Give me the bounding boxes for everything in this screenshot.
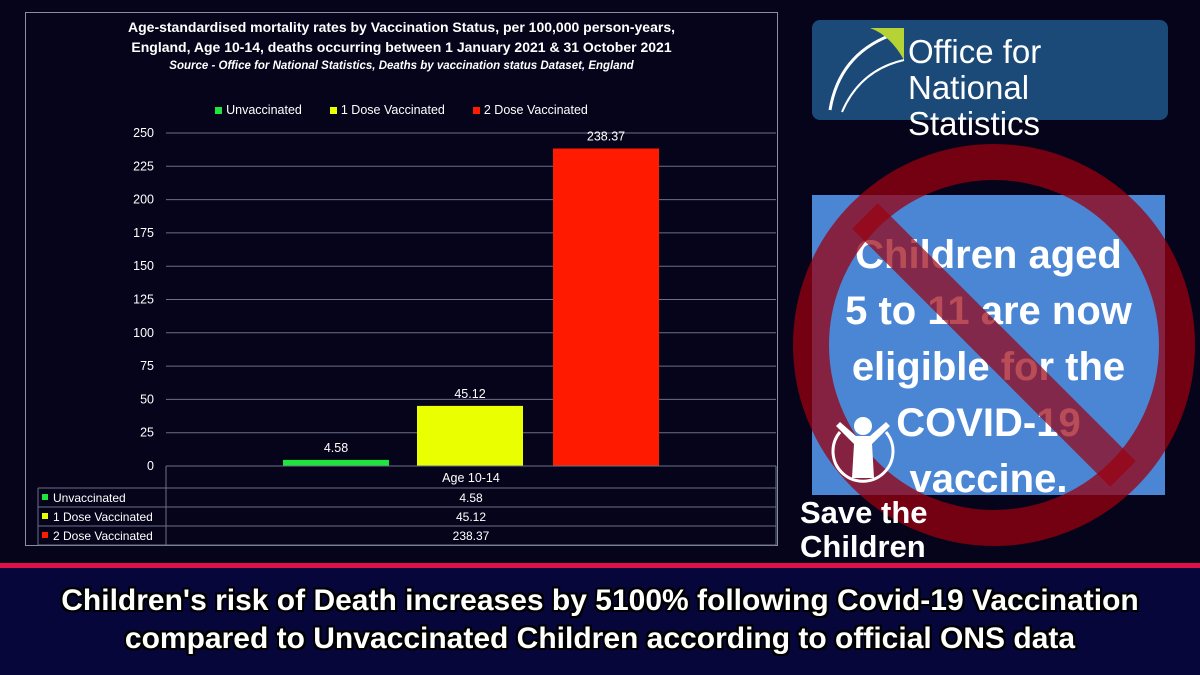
ons-logo-mark-icon <box>828 28 905 113</box>
poster-line: 5 to 11 are now <box>845 289 1132 333</box>
table-row-swatch <box>42 513 48 519</box>
poster-line: Children aged <box>855 233 1122 277</box>
table-row-swatch <box>42 494 48 500</box>
y-tick-label: 200 <box>133 193 154 207</box>
legend-item-1-dose: 1 Dose Vaccinated <box>329 103 445 117</box>
legend-label: 1 Dose Vaccinated <box>340 103 445 117</box>
table-row-swatch <box>42 532 48 538</box>
table-row-label: 1 Dose Vaccinated <box>53 510 153 524</box>
legend-item-unvaccinated: Unvaccinated <box>215 103 302 117</box>
chart-title-line2: England, Age 10-14, deaths occurring bet… <box>131 39 672 55</box>
headline-line1: Children's risk of Death increases by 51… <box>61 584 1139 617</box>
ons-logo-line1: Office for <box>908 33 1042 70</box>
bar-1-dose-vaccinated <box>417 405 523 466</box>
legend-swatch <box>329 106 337 114</box>
chart-plot: 0 25 50 75 100 125 150 175 200 225 250 4.58 45.12 238… <box>37 126 777 546</box>
y-tick-label: 50 <box>140 392 154 406</box>
accent-divider <box>0 563 1200 568</box>
data-label: 238.37 <box>587 129 625 143</box>
chart-subtitle: Source - Office for National Statistics,… <box>169 60 634 72</box>
stc-line2: Children <box>800 529 926 564</box>
y-tick-label: 25 <box>140 426 154 440</box>
y-tick-label: 225 <box>133 159 154 173</box>
y-tick-label: 175 <box>133 226 154 240</box>
table-row-value: 45.12 <box>456 510 486 524</box>
data-label: 45.12 <box>454 387 485 401</box>
table-row-value: 238.37 <box>453 529 490 543</box>
chart-panel: Age-standardised mortality rates by Vacc… <box>25 12 778 546</box>
stc-line1: Save the <box>800 495 928 530</box>
legend-label: Unvaccinated <box>226 103 302 117</box>
poster-line: eligible for the <box>851 345 1126 389</box>
bar-2-dose-vaccinated <box>553 148 659 467</box>
legend-label: 2 Dose Vaccinated <box>483 103 588 117</box>
ons-logo-line2: National Statistics <box>908 69 1041 142</box>
legend-swatch <box>215 106 223 114</box>
data-label: 4.58 <box>324 441 348 455</box>
y-tick-label: 250 <box>133 126 154 140</box>
headline-banner: Children's risk of Death increases by 51… <box>0 568 1200 675</box>
save-the-children-logo-icon <box>831 417 895 483</box>
y-tick-label: 125 <box>133 293 154 307</box>
bar-unvaccinated <box>283 459 389 466</box>
ons-logo: Office for National Statistics <box>812 20 1168 142</box>
headline-line2: compared to Unvaccinated Children accord… <box>124 622 1076 655</box>
table-header: Age 10-14 <box>442 471 500 485</box>
y-tick-label: 75 <box>140 359 154 373</box>
y-tick-label: 150 <box>133 259 154 273</box>
chart-legend: Unvaccinated 1 Dose Vaccinated 2 Dose Va… <box>26 103 777 117</box>
legend-item-2-dose: 2 Dose Vaccinated <box>472 103 588 117</box>
table-row-label: Unvaccinated <box>53 491 126 505</box>
y-tick-label: 100 <box>133 326 154 340</box>
chart-title-line1: Age-standardised mortality rates by Vacc… <box>128 19 675 35</box>
y-tick-label: 0 <box>147 459 154 473</box>
table-row-label: 2 Dose Vaccinated <box>53 529 153 543</box>
table-row-value: 4.58 <box>459 491 483 505</box>
legend-swatch <box>472 106 480 114</box>
